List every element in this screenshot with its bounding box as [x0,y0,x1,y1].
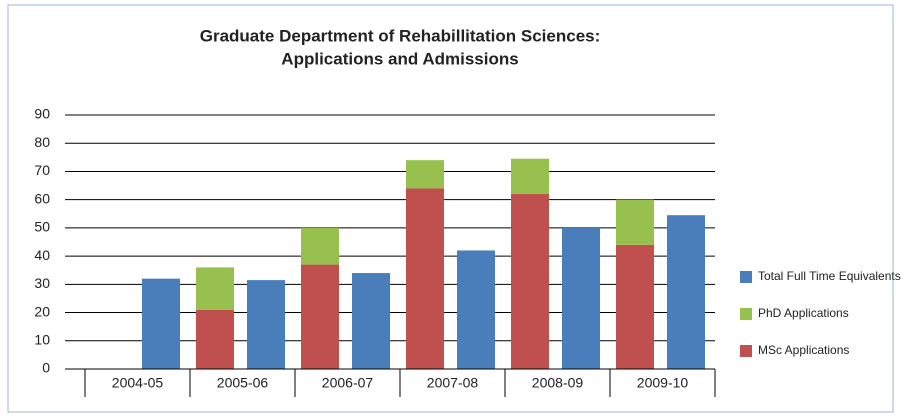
x-tick-label: 2005-06 [217,375,269,391]
x-tick-label: 2008-09 [532,375,584,391]
bar-segment [511,158,549,195]
bar-segment [196,309,234,369]
legend-swatch [740,345,752,357]
y-tick-label: 70 [34,162,50,178]
y-tick-label: 30 [34,275,50,291]
bar-segment [616,244,654,369]
legend-label: MSc Applications [758,343,849,357]
legend-swatch [740,271,752,283]
bar [142,278,180,369]
chart-title: Graduate Department of Rehabillitation S… [200,26,601,45]
y-tick-label: 20 [34,303,50,319]
bar-segment [511,194,549,369]
x-tick-label: 2007-08 [427,375,479,391]
legend-label: PhD Applications [758,306,849,320]
legend-swatch [740,308,752,320]
y-tick-label: 80 [34,134,50,150]
bar-segment [406,160,444,189]
chart-title: Applications and Admissions [281,49,518,68]
bar [247,280,285,369]
bar-segment [616,199,654,245]
bar-segment [301,264,339,369]
legend-label: Total Full Time Equivalents [758,269,901,283]
y-tick-label: 10 [34,331,50,347]
bar-segment [406,188,444,369]
bar-segment [196,267,234,310]
bar [562,227,600,369]
x-tick-label: 2004-05 [112,375,164,391]
bar [457,250,495,369]
y-tick-label: 90 [34,106,50,122]
x-tick-label: 2006-07 [322,375,374,391]
y-tick-label: 0 [42,360,50,376]
y-tick-label: 40 [34,247,50,263]
bar-segment [301,227,339,265]
y-tick-label: 60 [34,190,50,206]
bar [352,273,390,369]
bar [667,215,705,369]
x-tick-label: 2009-10 [637,375,689,391]
y-tick-label: 50 [34,219,50,235]
